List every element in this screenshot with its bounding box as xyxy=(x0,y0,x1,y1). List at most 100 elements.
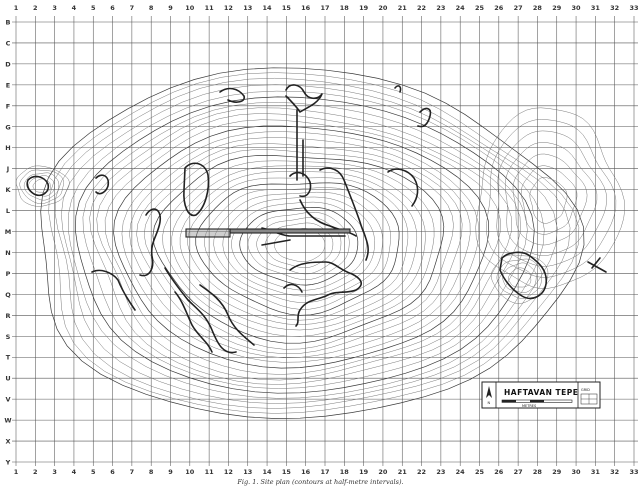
row-label-V: V xyxy=(5,396,10,404)
excavation-trenches xyxy=(26,84,607,354)
contour-se-2 xyxy=(502,262,537,293)
col-label-top-32: 32 xyxy=(610,4,619,12)
col-label-bottom-1: 1 xyxy=(14,468,19,476)
row-label-D: D xyxy=(5,60,11,68)
row-label-R: R xyxy=(5,312,10,320)
contour-main-9 xyxy=(104,119,501,375)
col-label-bottom-17: 17 xyxy=(320,468,329,476)
row-label-L: L xyxy=(6,207,10,215)
col-label-bottom-10: 10 xyxy=(185,468,195,476)
col-label-top-29: 29 xyxy=(552,4,562,12)
col-label-bottom-30: 30 xyxy=(572,468,582,476)
contour-main-4 xyxy=(68,90,545,399)
col-label-bottom-19: 19 xyxy=(359,468,369,476)
contour-west-1 xyxy=(19,169,64,204)
contour-main-3 xyxy=(61,84,558,404)
col-label-top-28: 28 xyxy=(533,4,543,12)
col-label-bottom-16: 16 xyxy=(301,468,311,476)
contour-west-0 xyxy=(15,165,70,207)
col-label-top-13: 13 xyxy=(243,4,252,12)
contour-main-6 xyxy=(82,102,528,389)
contour-main-24 xyxy=(231,201,367,291)
col-label-top-31: 31 xyxy=(591,4,601,12)
col-label-top-4: 4 xyxy=(72,4,77,12)
contour-main-23 xyxy=(222,196,375,297)
col-label-bottom-12: 12 xyxy=(224,468,233,476)
col-label-bottom-25: 25 xyxy=(475,468,485,476)
row-label-H: H xyxy=(5,144,10,152)
contour-main-0 xyxy=(40,67,585,419)
row-label-N: N xyxy=(5,249,10,257)
col-label-bottom-9: 9 xyxy=(168,468,173,476)
contour-main-19 xyxy=(187,177,409,321)
contour-se-1 xyxy=(496,258,543,299)
contour-east-0 xyxy=(475,107,626,289)
col-label-bottom-11: 11 xyxy=(205,468,215,476)
contour-east-3 xyxy=(504,142,598,256)
north-label: N xyxy=(488,401,491,405)
col-label-bottom-32: 32 xyxy=(610,468,619,476)
scale-label: METRES xyxy=(522,404,537,408)
col-label-top-7: 7 xyxy=(130,4,135,12)
col-label-top-19: 19 xyxy=(359,4,369,12)
row-label-U: U xyxy=(5,375,10,383)
contour-west-2 xyxy=(23,172,60,201)
row-label-P: P xyxy=(6,270,11,278)
col-label-top-1: 1 xyxy=(14,4,19,12)
col-label-bottom-33: 33 xyxy=(629,468,638,476)
col-label-top-23: 23 xyxy=(436,4,445,12)
col-label-bottom-7: 7 xyxy=(130,468,135,476)
col-label-top-3: 3 xyxy=(52,4,57,12)
contour-main-21 xyxy=(204,187,391,310)
contour-se-3 xyxy=(508,267,532,288)
col-label-bottom-20: 20 xyxy=(378,468,388,476)
grid-label: GRID xyxy=(581,388,590,392)
contour-east-4 xyxy=(512,153,588,246)
col-label-top-6: 6 xyxy=(110,4,115,12)
col-label-bottom-23: 23 xyxy=(436,468,445,476)
contour-main-20 xyxy=(195,182,400,316)
contour-main-17 xyxy=(171,165,426,331)
figure-caption: Fig. 1. Site plan (contours at half-metr… xyxy=(237,478,404,486)
col-label-top-2: 2 xyxy=(33,4,38,12)
col-label-bottom-31: 31 xyxy=(591,468,601,476)
contour-main-26 xyxy=(247,212,350,281)
col-label-top-25: 25 xyxy=(475,4,485,12)
row-label-M: M xyxy=(5,228,11,236)
col-label-bottom-8: 8 xyxy=(149,468,154,476)
row-label-W: W xyxy=(4,417,11,425)
contour-main-15 xyxy=(152,155,445,344)
contour-main-2 xyxy=(54,77,571,409)
col-label-top-17: 17 xyxy=(320,4,329,12)
contour-main-18 xyxy=(179,171,418,325)
map-legend: N HAFTAVAN TEPE METRES GRID xyxy=(481,381,601,409)
row-label-Q: Q xyxy=(5,291,11,299)
row-label-T: T xyxy=(6,354,11,362)
col-label-top-5: 5 xyxy=(91,4,96,12)
col-label-top-18: 18 xyxy=(340,4,350,12)
contour-main-1 xyxy=(48,72,580,414)
contour-main-10 xyxy=(113,125,490,369)
col-label-bottom-14: 14 xyxy=(263,468,273,476)
contour-main-12 xyxy=(129,137,471,358)
col-label-top-21: 21 xyxy=(398,4,408,12)
contour-main-13 xyxy=(136,143,463,355)
contour-main-16 xyxy=(162,160,435,337)
col-label-bottom-3: 3 xyxy=(52,468,57,476)
col-label-bottom-5: 5 xyxy=(91,468,96,476)
col-label-bottom-4: 4 xyxy=(72,468,77,476)
col-label-bottom-2: 2 xyxy=(33,468,38,476)
row-label-K: K xyxy=(5,186,11,194)
col-label-top-9: 9 xyxy=(168,4,173,12)
col-label-bottom-24: 24 xyxy=(456,468,466,476)
contour-main-27 xyxy=(256,217,342,275)
row-label-S: S xyxy=(6,333,11,341)
row-label-C: C xyxy=(6,39,11,47)
col-label-top-22: 22 xyxy=(417,4,426,12)
contour-lines xyxy=(15,67,626,419)
contour-east-1 xyxy=(486,119,617,278)
contour-main-5 xyxy=(75,96,535,394)
col-label-top-11: 11 xyxy=(205,4,215,12)
contour-east-6 xyxy=(529,177,568,224)
